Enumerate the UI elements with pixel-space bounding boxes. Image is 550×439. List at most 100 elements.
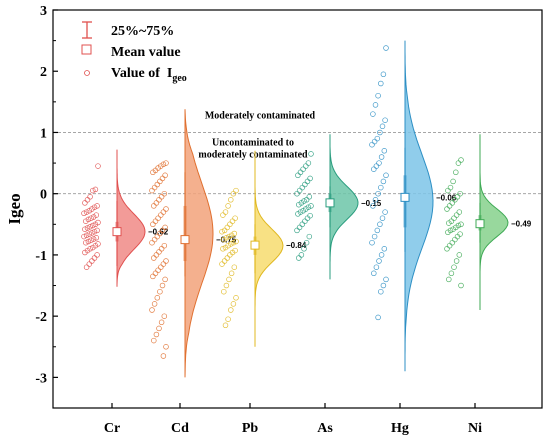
- data-point: [378, 252, 385, 258]
- data-point: [91, 228, 98, 235]
- data-point: [380, 71, 387, 78]
- data-point: [83, 239, 89, 246]
- data-point: [299, 184, 306, 191]
- data-point: [381, 148, 388, 154]
- data-point: [149, 187, 155, 194]
- data-point: [295, 211, 301, 217]
- data-point: [377, 221, 383, 228]
- data-point: [81, 233, 87, 240]
- violin-hg: [404, 40, 434, 372]
- data-point: [161, 242, 168, 249]
- data-point: [220, 212, 226, 218]
- data-point: [221, 236, 227, 243]
- data-point: [294, 227, 300, 234]
- data-point: [379, 215, 386, 221]
- data-point: [228, 232, 235, 239]
- data-point: [382, 117, 388, 123]
- data-point: [153, 252, 160, 258]
- data-point: [89, 258, 95, 264]
- data-point: [224, 255, 231, 261]
- y-tick-label: 1: [40, 126, 47, 141]
- data-point: [231, 230, 238, 237]
- data-point: [300, 208, 306, 214]
- data-point: [380, 282, 387, 289]
- data-point: [446, 276, 452, 283]
- data-point: [371, 233, 378, 240]
- reference-label: Uncontaminated to: [212, 138, 294, 149]
- data-point: [228, 270, 235, 277]
- reference-label: Moderately contaminated: [205, 110, 316, 121]
- data-point: [151, 203, 157, 209]
- legend-box-label: 25%~75%: [111, 24, 174, 39]
- data-point: [83, 218, 89, 224]
- data-point: [149, 239, 155, 246]
- data-point: [221, 288, 227, 295]
- data-point: [232, 215, 238, 221]
- data-point: [371, 270, 377, 277]
- data-point: [163, 258, 169, 264]
- y-tick-label: 0: [40, 188, 47, 203]
- mean-marker-as: [325, 198, 335, 208]
- data-point: [455, 160, 462, 166]
- y-tick-label: -2: [35, 310, 47, 325]
- legend-point-icon: [84, 70, 90, 76]
- data-point: [155, 215, 161, 221]
- data-point: [87, 194, 93, 200]
- mean-marker-ni: [475, 219, 485, 229]
- data-point: [87, 224, 93, 230]
- data-point: [86, 231, 93, 237]
- data-point: [153, 200, 160, 206]
- data-point: [450, 178, 456, 185]
- legend-mean-icon: [81, 44, 92, 55]
- data-point: [383, 172, 389, 179]
- data-point: [302, 218, 308, 224]
- mean-label-pb: −0.84: [286, 241, 307, 250]
- data-point: [93, 235, 100, 241]
- data-point: [90, 214, 97, 220]
- data-point: [222, 322, 229, 329]
- data-point: [301, 246, 307, 252]
- data-point: [158, 264, 164, 270]
- legend-point-label: Value of Igeo: [111, 66, 187, 84]
- data-point: [153, 331, 160, 338]
- data-point: [377, 129, 383, 136]
- data-point: [381, 246, 388, 252]
- data-point: [382, 209, 388, 215]
- data-point: [298, 252, 305, 258]
- data-point: [84, 197, 91, 203]
- violin-cd: [184, 109, 214, 378]
- data-point: [230, 239, 237, 246]
- x-tick-label-cr: Cr: [104, 421, 120, 436]
- data-point: [160, 209, 167, 215]
- data-point: [159, 175, 166, 182]
- data-point: [378, 184, 384, 191]
- violin-cr: [116, 149, 146, 287]
- data-point: [230, 301, 237, 307]
- data-point: [233, 238, 239, 245]
- data-point: [160, 261, 167, 267]
- data-point: [458, 157, 464, 163]
- data-point: [296, 201, 302, 208]
- data-point: [92, 186, 99, 193]
- data-point: [163, 160, 169, 166]
- y-tick-label: 2: [40, 65, 47, 80]
- data-point: [86, 208, 93, 214]
- data-point: [303, 206, 309, 212]
- x-tick-label-as: As: [317, 421, 333, 436]
- data-point: [226, 276, 232, 283]
- data-point: [150, 273, 156, 280]
- data-point: [456, 252, 463, 258]
- data-point: [451, 264, 457, 270]
- data-point: [295, 172, 301, 179]
- data-point: [371, 138, 378, 145]
- data-point: [152, 218, 159, 224]
- data-point: [456, 209, 463, 215]
- data-point: [296, 187, 303, 194]
- data-point: [228, 197, 234, 203]
- y-axis: -3 -2 -1 0 1 2 3: [35, 4, 58, 409]
- mean-marker-pb: [250, 240, 260, 250]
- mean-label-cr: −0.62: [148, 228, 169, 237]
- data-point: [225, 203, 231, 209]
- data-point: [452, 236, 458, 243]
